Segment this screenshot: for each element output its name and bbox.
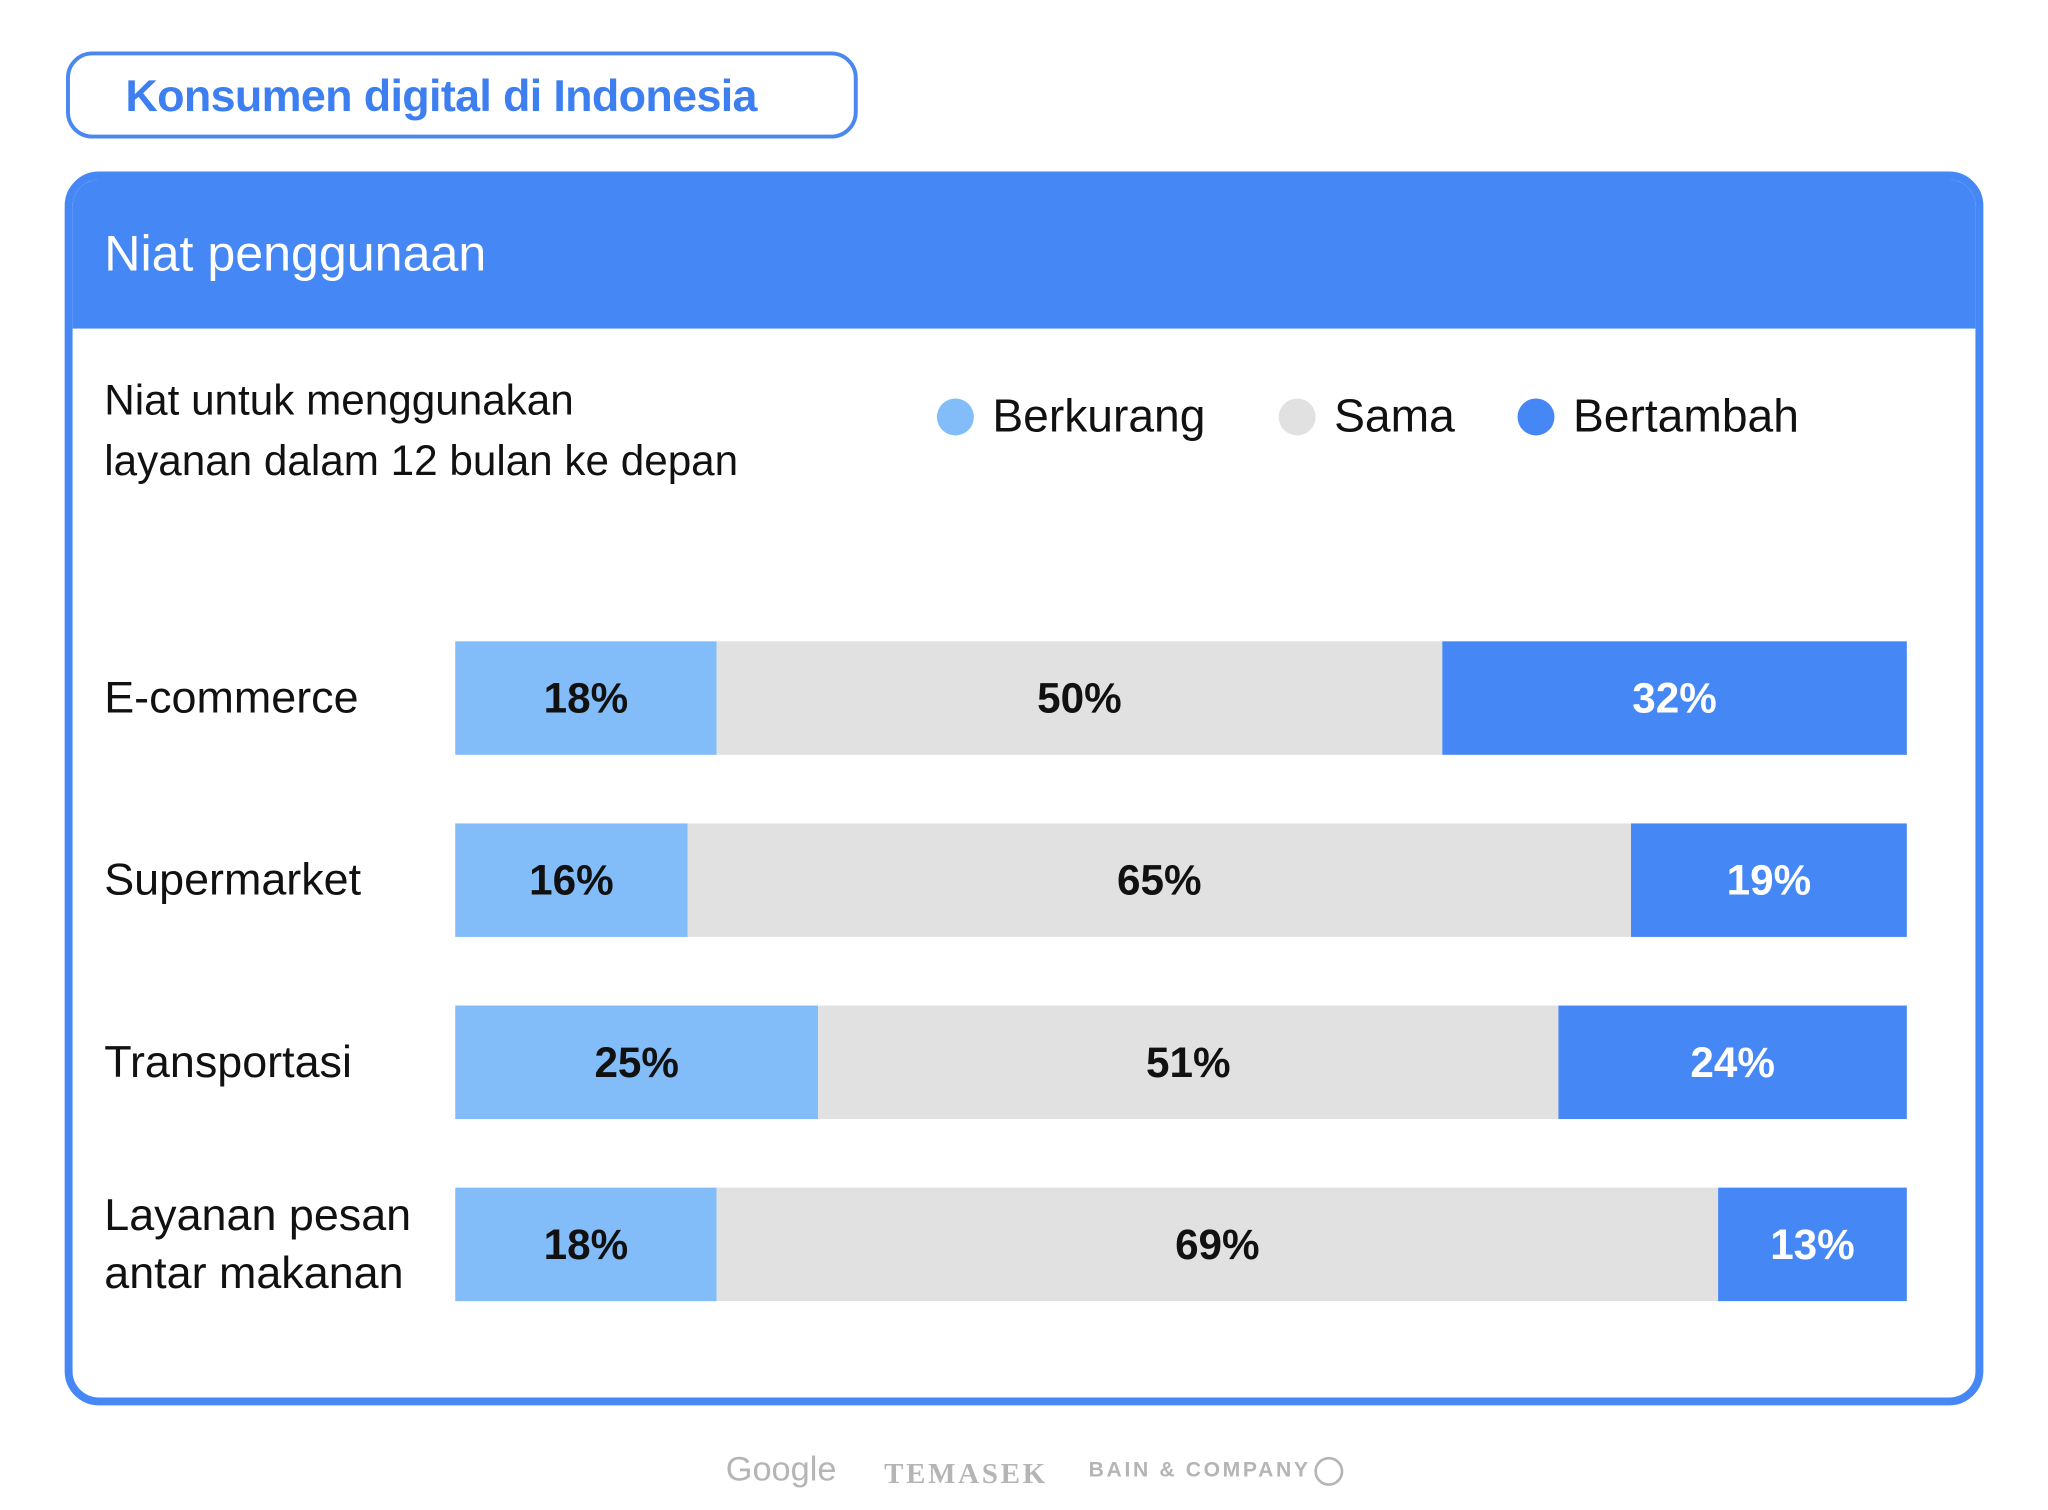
footer-logos: Google TEMASEK BAIN & COMPANY (0, 1449, 2048, 1502)
bar-segment-bertambah: 32% (1442, 641, 1907, 755)
data-label: 24% (1690, 1037, 1775, 1086)
bar-segment-sama: 50% (716, 641, 1443, 755)
chart-subtitle: Niat untuk menggunakan layanan dalam 12 … (104, 369, 738, 490)
category-label-line: Supermarket (104, 855, 362, 906)
section-title: Konsumen digital di Indonesia (125, 71, 757, 122)
bar-segment-sama: 69% (716, 1187, 1719, 1302)
legend-berkurang: Berkurang (936, 390, 1206, 444)
section-title-pill: Konsumen digital di Indonesia (65, 51, 858, 139)
bar-segment-bertambah: 24% (1558, 1005, 1907, 1120)
subtitle-line: Niat untuk menggunakan (104, 376, 574, 424)
bar-segment-berkurang: 25% (455, 1005, 819, 1120)
data-label: 16% (529, 855, 614, 904)
data-label: 18% (543, 1219, 629, 1268)
data-label: 32% (1632, 673, 1717, 722)
category-label: Supermarket (104, 851, 361, 909)
card-header: Niat penggunaan (72, 179, 1976, 329)
google-logo: Google (725, 1448, 837, 1489)
data-label: 25% (594, 1037, 679, 1086)
data-label: 19% (1726, 855, 1812, 904)
category-label: Layanan pesan antar makanan (104, 1186, 411, 1302)
category-label-line: Layanan pesan (104, 1190, 412, 1241)
legend-dot-icon (1278, 398, 1316, 436)
data-label: 18% (543, 673, 629, 722)
category-label-line: Transportasi (104, 1037, 352, 1088)
category-label: E-commerce (104, 669, 358, 727)
legend-dot-icon (1517, 398, 1555, 436)
bain-compass-icon (1314, 1456, 1344, 1486)
temasek-logo: TEMASEK (884, 1456, 1048, 1490)
legend-label: Bertambah (1572, 390, 1799, 443)
bain-logo: BAIN & COMPANY (1088, 1459, 1311, 1482)
card-title: Niat penggunaan (104, 226, 487, 283)
data-label: 65% (1117, 855, 1202, 904)
bar-segment-berkurang: 18% (455, 1187, 717, 1302)
bar-segment-bertambah: 13% (1718, 1187, 1907, 1302)
legend-label: Sama (1334, 390, 1455, 443)
bar-segment-sama: 65% (687, 823, 1632, 937)
legend-bertambah: Bertambah (1517, 390, 1799, 444)
legend-sama: Sama (1278, 390, 1455, 444)
data-label: 50% (1037, 673, 1122, 722)
data-label: 13% (1770, 1219, 1855, 1268)
chart-card: Niat penggunaan Niat untuk menggunakan l… (64, 171, 1984, 1406)
category-label: Transportasi (104, 1033, 352, 1091)
legend-label: Berkurang (992, 390, 1206, 443)
subtitle-line: layanan dalam 12 bulan ke depan (104, 436, 739, 485)
bar-segment-bertambah: 19% (1631, 823, 1907, 937)
category-label-line: antar makanan (104, 1248, 404, 1299)
legend-dot-icon (936, 398, 974, 436)
bar-segment-berkurang: 18% (455, 641, 717, 755)
data-label: 69% (1175, 1219, 1260, 1268)
bar-segment-sama: 51% (818, 1005, 1559, 1120)
data-label: 51% (1146, 1037, 1231, 1086)
bar-segment-berkurang: 16% (455, 823, 688, 937)
category-label-line: E-commerce (104, 672, 359, 724)
